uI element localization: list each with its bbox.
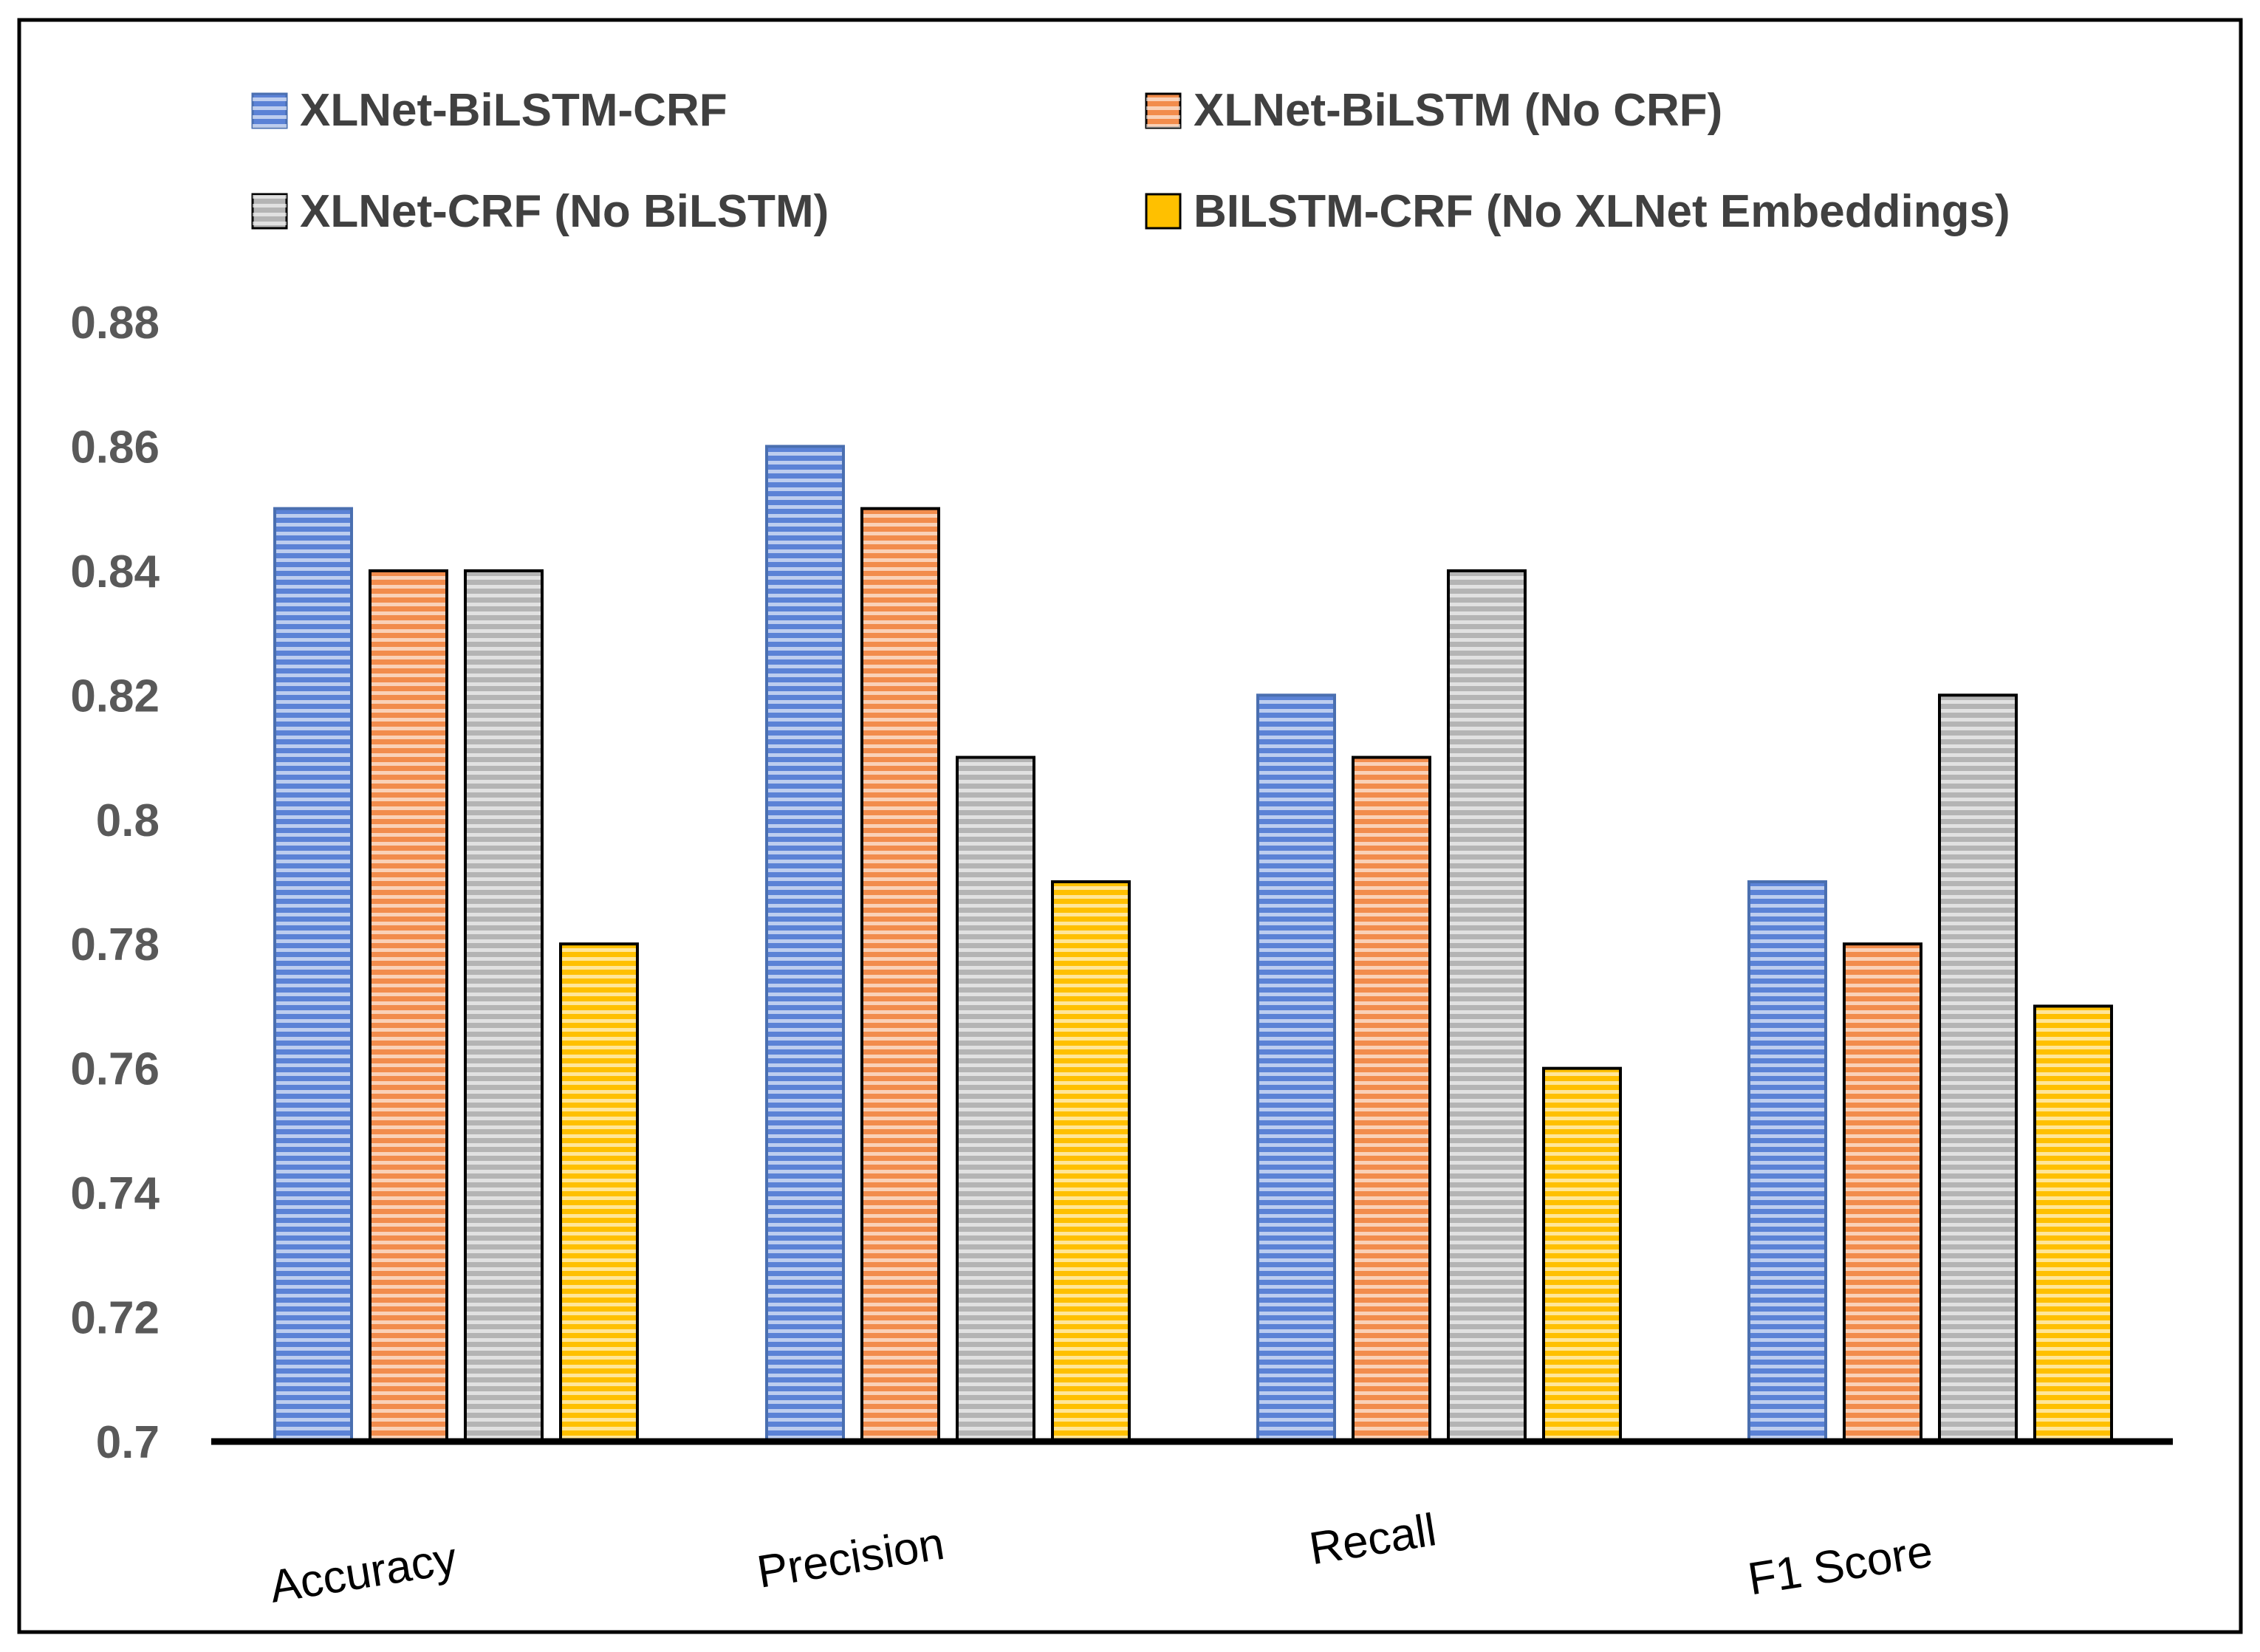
- bars: [273, 445, 2113, 1444]
- legend-label-bilstm-crf-no-xlnet: BILSTM-CRF (No XLNet Embeddings): [1194, 186, 2010, 237]
- bar-bilstm-crf-no-xlnet-embeddings-accuracy-stripes: [562, 945, 636, 1442]
- y-tick-label-0-72: 0.72: [70, 1293, 160, 1344]
- legend-label-xlnet-bilstm-crf: XLNet-BiLSTM-CRF: [300, 85, 727, 136]
- y-tick-label-0-7: 0.7: [96, 1417, 160, 1468]
- legend-item-xlnet-crf-no-bilstm: XLNet-CRF (No BiLSTM): [251, 186, 829, 237]
- bar-bilstm-crf-no-xlnet-embeddings-f1-score-stripes: [2036, 1007, 2110, 1442]
- y-tick-label-0-74: 0.74: [70, 1168, 160, 1219]
- bar-bilstm-crf-no-xlnet-embeddings-precision-stripes: [1054, 883, 1128, 1442]
- legend-label-xlnet-crf-no-bilstm: XLNet-CRF (No BiLSTM): [300, 186, 829, 237]
- legend-item-bilstm-crf-no-xlnet: BILSTM-CRF (No XLNet Embeddings): [1145, 186, 2010, 237]
- bar-xlnet-crf-no-bilstm-precision-stripes: [959, 758, 1033, 1442]
- legend: XLNet-BiLSTM-CRF XLNet-BiLSTM (No CRF) X…: [251, 85, 2010, 237]
- bar-xlnet-crf-no-bilstm-f1-score-stripes: [1941, 696, 2015, 1442]
- bar-xlnet-crf-no-bilstm-accuracy-stripes: [467, 572, 541, 1442]
- y-tick-label-0-76: 0.76: [70, 1044, 160, 1095]
- bar-bilstm-crf-no-xlnet-embeddings-recall-stripes: [1545, 1069, 1619, 1442]
- bar-xlnet-bilstm-no-crf-recall-stripes: [1355, 758, 1428, 1442]
- y-tick-label-0-82: 0.82: [70, 671, 160, 722]
- y-tick-label-0-78: 0.78: [70, 919, 160, 970]
- bar-xlnet-bilstm-crf-f1-score-stripes: [1750, 883, 1824, 1442]
- legend-swatch-bilstm-crf-no-xlnet: [1145, 193, 1182, 230]
- y-tick-label-0-88: 0.88: [70, 298, 160, 349]
- bar-xlnet-bilstm-no-crf-precision-stripes: [863, 510, 937, 1442]
- legend-item-xlnet-bilstm-crf: XLNet-BiLSTM-CRF: [251, 85, 727, 136]
- bar-xlnet-bilstm-no-crf-f1-score-stripes: [1846, 945, 1920, 1442]
- y-tick-label-0-8: 0.8: [96, 795, 160, 846]
- bar-xlnet-bilstm-no-crf-accuracy-stripes: [371, 572, 445, 1442]
- legend-label-xlnet-bilstm-no-crf: XLNet-BiLSTM (No CRF): [1194, 85, 1722, 136]
- legend-item-xlnet-bilstm-no-crf: XLNet-BiLSTM (No CRF): [1145, 85, 1722, 136]
- bar-xlnet-bilstm-crf-accuracy-stripes: [276, 510, 350, 1442]
- bar-xlnet-bilstm-crf-precision-stripes: [768, 448, 842, 1442]
- bar-xlnet-bilstm-crf-recall-stripes: [1259, 696, 1333, 1442]
- bar-xlnet-crf-no-bilstm-recall-stripes: [1450, 572, 1524, 1442]
- y-axis-ticks: 0.7 0.72 0.74 0.76 0.78 0.8 0.82 0.84 0.86 0.88: [70, 298, 160, 1468]
- y-tick-label-0-84: 0.84: [70, 546, 160, 597]
- y-tick-label-0-86: 0.86: [70, 422, 160, 473]
